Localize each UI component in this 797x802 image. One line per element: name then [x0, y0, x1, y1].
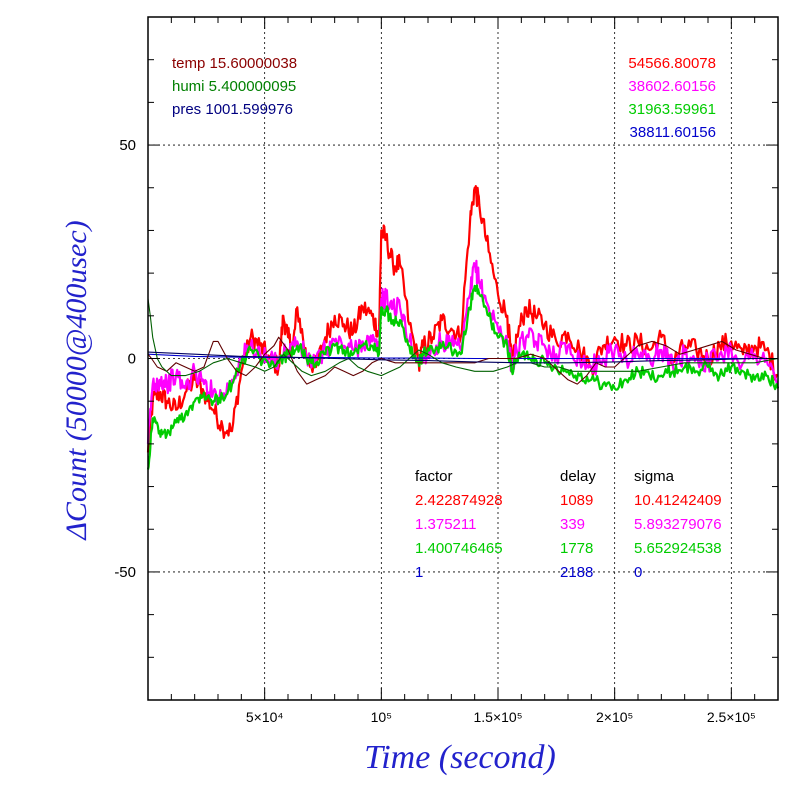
y-tick-label: 0	[128, 351, 136, 368]
series-line	[147, 336, 778, 385]
fit-table-header: factor	[415, 468, 453, 485]
fit-table-cell: 10.41242409	[634, 492, 722, 509]
fit-table-cell: 5.893279076	[634, 516, 722, 533]
series-line	[146, 284, 780, 470]
series-line	[146, 259, 780, 444]
series-line	[146, 185, 779, 453]
count-label: 38602.60156	[628, 78, 716, 95]
series-line	[147, 298, 779, 377]
env-label: pres 1001.599976	[172, 101, 293, 118]
fit-table-header: sigma	[634, 468, 675, 485]
x-tick-label: 2.5×10⁵	[707, 709, 756, 725]
count-label: 54566.80078	[628, 55, 716, 72]
series-line	[147, 351, 778, 364]
series-layer	[146, 185, 780, 470]
y-axis-label: ΔCount (50000@400usec)	[60, 220, 93, 540]
y-tick-label: 50	[119, 137, 136, 154]
series-line	[147, 353, 778, 360]
x-tick-label: 5×10⁴	[246, 709, 284, 725]
fit-table-cell: 5.652924538	[634, 540, 722, 557]
fit-table-cell: 1089	[560, 492, 593, 509]
ticks-layer	[148, 17, 778, 700]
fit-table-cell: 2.422874928	[415, 492, 503, 509]
fit-table-cell: 1.375211	[415, 516, 476, 533]
plot-frame	[147, 16, 779, 701]
x-tick-label: 2×10⁵	[596, 709, 633, 725]
x-axis-label: Time (second)	[364, 739, 556, 776]
count-label: 38811.60156	[630, 124, 716, 141]
x-tick-label: 1.5×10⁵	[473, 709, 522, 725]
count-label: 31963.59961	[628, 101, 716, 118]
env-label: temp 15.60000038	[172, 55, 297, 72]
fit-table-header: delay	[560, 468, 596, 485]
y-tick-label: -50	[114, 564, 136, 581]
fit-table-cell: 339	[560, 516, 585, 533]
fit-table-cell: 1778	[560, 540, 593, 557]
env-label: humi 5.400000095	[172, 78, 296, 95]
fit-table-cell: 1.400746465	[415, 540, 503, 557]
fit-table-cell: 2188	[560, 564, 593, 581]
fit-table-cell: 0	[634, 564, 642, 581]
labels-layer: 5×10⁴ 10⁵ 1.5×10⁵ 2×10⁵ 2.5×10⁵ 50 0 -50 temp 15…	[114, 55, 756, 725]
fit-table-cell: 1	[415, 564, 423, 581]
x-tick-label: 10⁵	[371, 709, 392, 725]
